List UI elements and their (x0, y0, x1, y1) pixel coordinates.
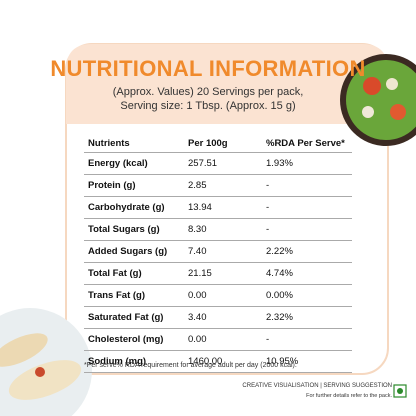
table-cell: - (262, 196, 352, 219)
table-cell: - (262, 174, 352, 197)
table-cell: Total Fat (g) (84, 262, 184, 285)
column-header: Nutrients (84, 134, 184, 153)
table-cell: 0.00 (184, 328, 262, 351)
table-cell: Sodium (mg) (84, 350, 184, 373)
table-cell: 10.95% (262, 350, 352, 373)
table-cell: 1.93% (262, 152, 352, 175)
table-cell: Trans Fat (g) (84, 284, 184, 307)
table-cell: - (262, 218, 352, 241)
table-cell: 1460.00 (184, 350, 262, 373)
table-cell: Protein (g) (84, 174, 184, 197)
disclaimer: CREATIVE VISUALISATION | SERVING SUGGEST… (242, 383, 392, 389)
table-row: Protein (g) 2.85- (84, 174, 352, 197)
table-cell: 257.51 (184, 152, 262, 175)
footnote: *Per serve% RDA requirement for average … (84, 362, 297, 369)
table-cell: Energy (kcal) (84, 152, 184, 175)
table-row: Trans Fat (g) 0.00 0.00% (84, 284, 352, 307)
table-cell: 3.40 (184, 306, 262, 329)
table-cell: Total Sugars (g) (84, 218, 184, 241)
table-cell: 7.40 (184, 240, 262, 263)
disclaimer: For further details refer to the pack. (306, 393, 392, 399)
table-cell: Added Sugars (g) (84, 240, 184, 263)
table-row: Total Fat (g) 21.15 4.74% (84, 262, 352, 285)
nutrition-table: Nutrients Per 100g %RDA Per Serve* Energy (… (84, 134, 352, 373)
column-header: Per 100g (184, 134, 262, 153)
table-cell: 2.32% (262, 306, 352, 329)
table-cell: 8.30 (184, 218, 262, 241)
title: NUTRITIONAL INFORMATION (50, 56, 366, 81)
table-cell: 13.94 (184, 196, 262, 219)
table-cell: Saturated Fat (g) (84, 306, 184, 329)
table-cell: 2.22% (262, 240, 352, 263)
table-row: Carbohydrate (g) 13.94- (84, 196, 352, 219)
table-cell: Cholesterol (mg) (84, 328, 184, 351)
table-cell: 0.00 (184, 284, 262, 307)
table-cell: Carbohydrate (g) (84, 196, 184, 219)
table-cell: - (262, 328, 352, 351)
table-row: Energy (kcal) 257.51 1.93% (84, 152, 352, 175)
column-header: %RDA Per Serve* (262, 134, 352, 153)
table-cell: 21.15 (184, 262, 262, 285)
table-row: Cholesterol (mg) 0.00- (84, 328, 352, 351)
table-row: Saturated Fat (g) 3.40 2.32% (84, 306, 352, 329)
subtitle: Serving size: 1 Tbsp. (Approx. 15 g) (120, 100, 296, 112)
table-row: Sodium (mg) 1460.00 10.95% (84, 350, 352, 373)
table-cell: 2.85 (184, 174, 262, 197)
subtitle: (Approx. Values) 20 Servings per pack, (112, 86, 304, 98)
table-row: Added Sugars (g) 7.40 2.22% (84, 240, 352, 263)
table-cell: 0.00% (262, 284, 352, 307)
table-cell: 4.74% (262, 262, 352, 285)
table-row: Total Sugars (g) 8.30- (84, 218, 352, 241)
